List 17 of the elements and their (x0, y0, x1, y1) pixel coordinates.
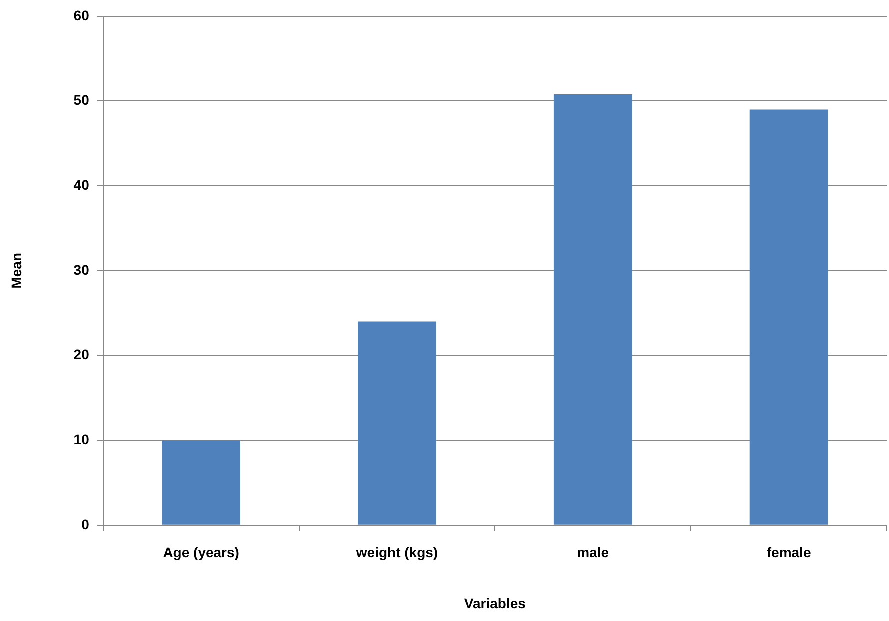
x-tick-label: female (766, 544, 812, 561)
y-tick-label: 0 (82, 516, 90, 532)
bar (554, 94, 632, 525)
bar (162, 440, 241, 525)
y-tick-label: 10 (74, 431, 90, 448)
x-tick-label: male (577, 544, 610, 561)
y-tick-label: 60 (74, 7, 90, 24)
y-axis-title: Mean (8, 253, 24, 289)
x-tick-label: weight (kgs) (355, 544, 438, 561)
bar (750, 110, 828, 525)
y-tick-label: 20 (74, 346, 90, 363)
bar (358, 322, 436, 525)
x-axis-title: Variables (464, 595, 526, 612)
y-tick-label: 40 (74, 176, 90, 193)
y-tick-label: 30 (74, 262, 90, 278)
x-tick-label: Age (years) (163, 544, 240, 561)
y-tick-label: 50 (74, 92, 90, 108)
